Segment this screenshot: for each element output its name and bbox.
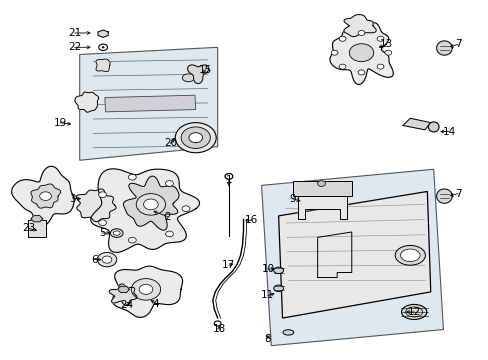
- Text: 7: 7: [454, 40, 461, 49]
- Text: 23: 23: [22, 224, 36, 233]
- Text: 22: 22: [68, 42, 81, 52]
- Ellipse shape: [182, 74, 194, 82]
- Circle shape: [97, 252, 117, 267]
- Ellipse shape: [273, 267, 283, 274]
- Polygon shape: [75, 92, 99, 112]
- Text: 19: 19: [54, 118, 67, 128]
- Ellipse shape: [427, 122, 438, 132]
- Ellipse shape: [113, 231, 120, 235]
- Polygon shape: [118, 286, 129, 292]
- Polygon shape: [278, 192, 430, 318]
- Text: 4: 4: [152, 299, 159, 309]
- Text: 12: 12: [407, 307, 420, 317]
- Text: 16: 16: [244, 215, 258, 225]
- Polygon shape: [343, 15, 375, 37]
- Ellipse shape: [283, 330, 293, 335]
- Text: 8: 8: [264, 333, 271, 343]
- Bar: [27, 220, 46, 237]
- Polygon shape: [329, 23, 392, 85]
- Circle shape: [376, 36, 383, 41]
- Text: 21: 21: [68, 28, 81, 38]
- Circle shape: [165, 231, 173, 237]
- Polygon shape: [123, 176, 179, 230]
- Bar: [104, 95, 195, 112]
- Polygon shape: [436, 41, 451, 55]
- Text: 15: 15: [199, 64, 212, 75]
- Polygon shape: [261, 169, 443, 346]
- Circle shape: [339, 64, 346, 69]
- Circle shape: [181, 127, 210, 148]
- Circle shape: [348, 44, 373, 62]
- Ellipse shape: [401, 305, 426, 319]
- Text: 7: 7: [454, 189, 461, 199]
- Text: 6: 6: [91, 255, 98, 265]
- Circle shape: [139, 284, 153, 294]
- Circle shape: [165, 181, 173, 186]
- Text: 3: 3: [69, 194, 76, 204]
- Circle shape: [136, 194, 165, 215]
- Polygon shape: [98, 30, 108, 37]
- Circle shape: [357, 31, 364, 36]
- Ellipse shape: [400, 249, 419, 262]
- Ellipse shape: [273, 285, 283, 292]
- Circle shape: [376, 64, 383, 69]
- Polygon shape: [187, 65, 208, 84]
- Text: 14: 14: [442, 127, 455, 136]
- Circle shape: [99, 192, 106, 198]
- Text: 13: 13: [380, 40, 393, 49]
- Circle shape: [384, 50, 391, 55]
- Circle shape: [40, 192, 51, 201]
- Circle shape: [175, 123, 216, 153]
- Circle shape: [143, 199, 158, 210]
- Text: 1: 1: [225, 175, 232, 185]
- Text: 17: 17: [222, 260, 235, 270]
- Polygon shape: [76, 189, 116, 222]
- Text: 20: 20: [163, 139, 177, 148]
- Polygon shape: [436, 189, 451, 203]
- Polygon shape: [96, 59, 110, 72]
- Circle shape: [182, 206, 189, 212]
- Polygon shape: [112, 266, 182, 318]
- Text: 10: 10: [261, 264, 274, 274]
- Polygon shape: [298, 196, 346, 220]
- Circle shape: [99, 220, 106, 226]
- Text: 24: 24: [120, 300, 133, 310]
- Circle shape: [128, 237, 136, 243]
- Circle shape: [330, 50, 337, 55]
- Circle shape: [317, 181, 325, 186]
- Polygon shape: [91, 169, 199, 252]
- Text: 9: 9: [288, 194, 295, 204]
- Polygon shape: [80, 47, 217, 160]
- Text: 2: 2: [164, 212, 170, 221]
- Text: 18: 18: [212, 324, 225, 334]
- Polygon shape: [109, 284, 137, 306]
- Polygon shape: [31, 184, 61, 208]
- Text: 5: 5: [99, 228, 105, 238]
- Circle shape: [131, 279, 160, 300]
- Circle shape: [102, 46, 104, 48]
- Polygon shape: [402, 118, 430, 130]
- Circle shape: [188, 133, 202, 143]
- Circle shape: [102, 256, 112, 263]
- Circle shape: [128, 174, 136, 180]
- Circle shape: [357, 70, 364, 75]
- Circle shape: [339, 36, 346, 41]
- Text: 11: 11: [261, 291, 274, 301]
- Bar: [293, 181, 351, 196]
- Ellipse shape: [110, 229, 123, 237]
- Ellipse shape: [394, 246, 425, 265]
- Polygon shape: [12, 166, 74, 226]
- Polygon shape: [31, 216, 42, 222]
